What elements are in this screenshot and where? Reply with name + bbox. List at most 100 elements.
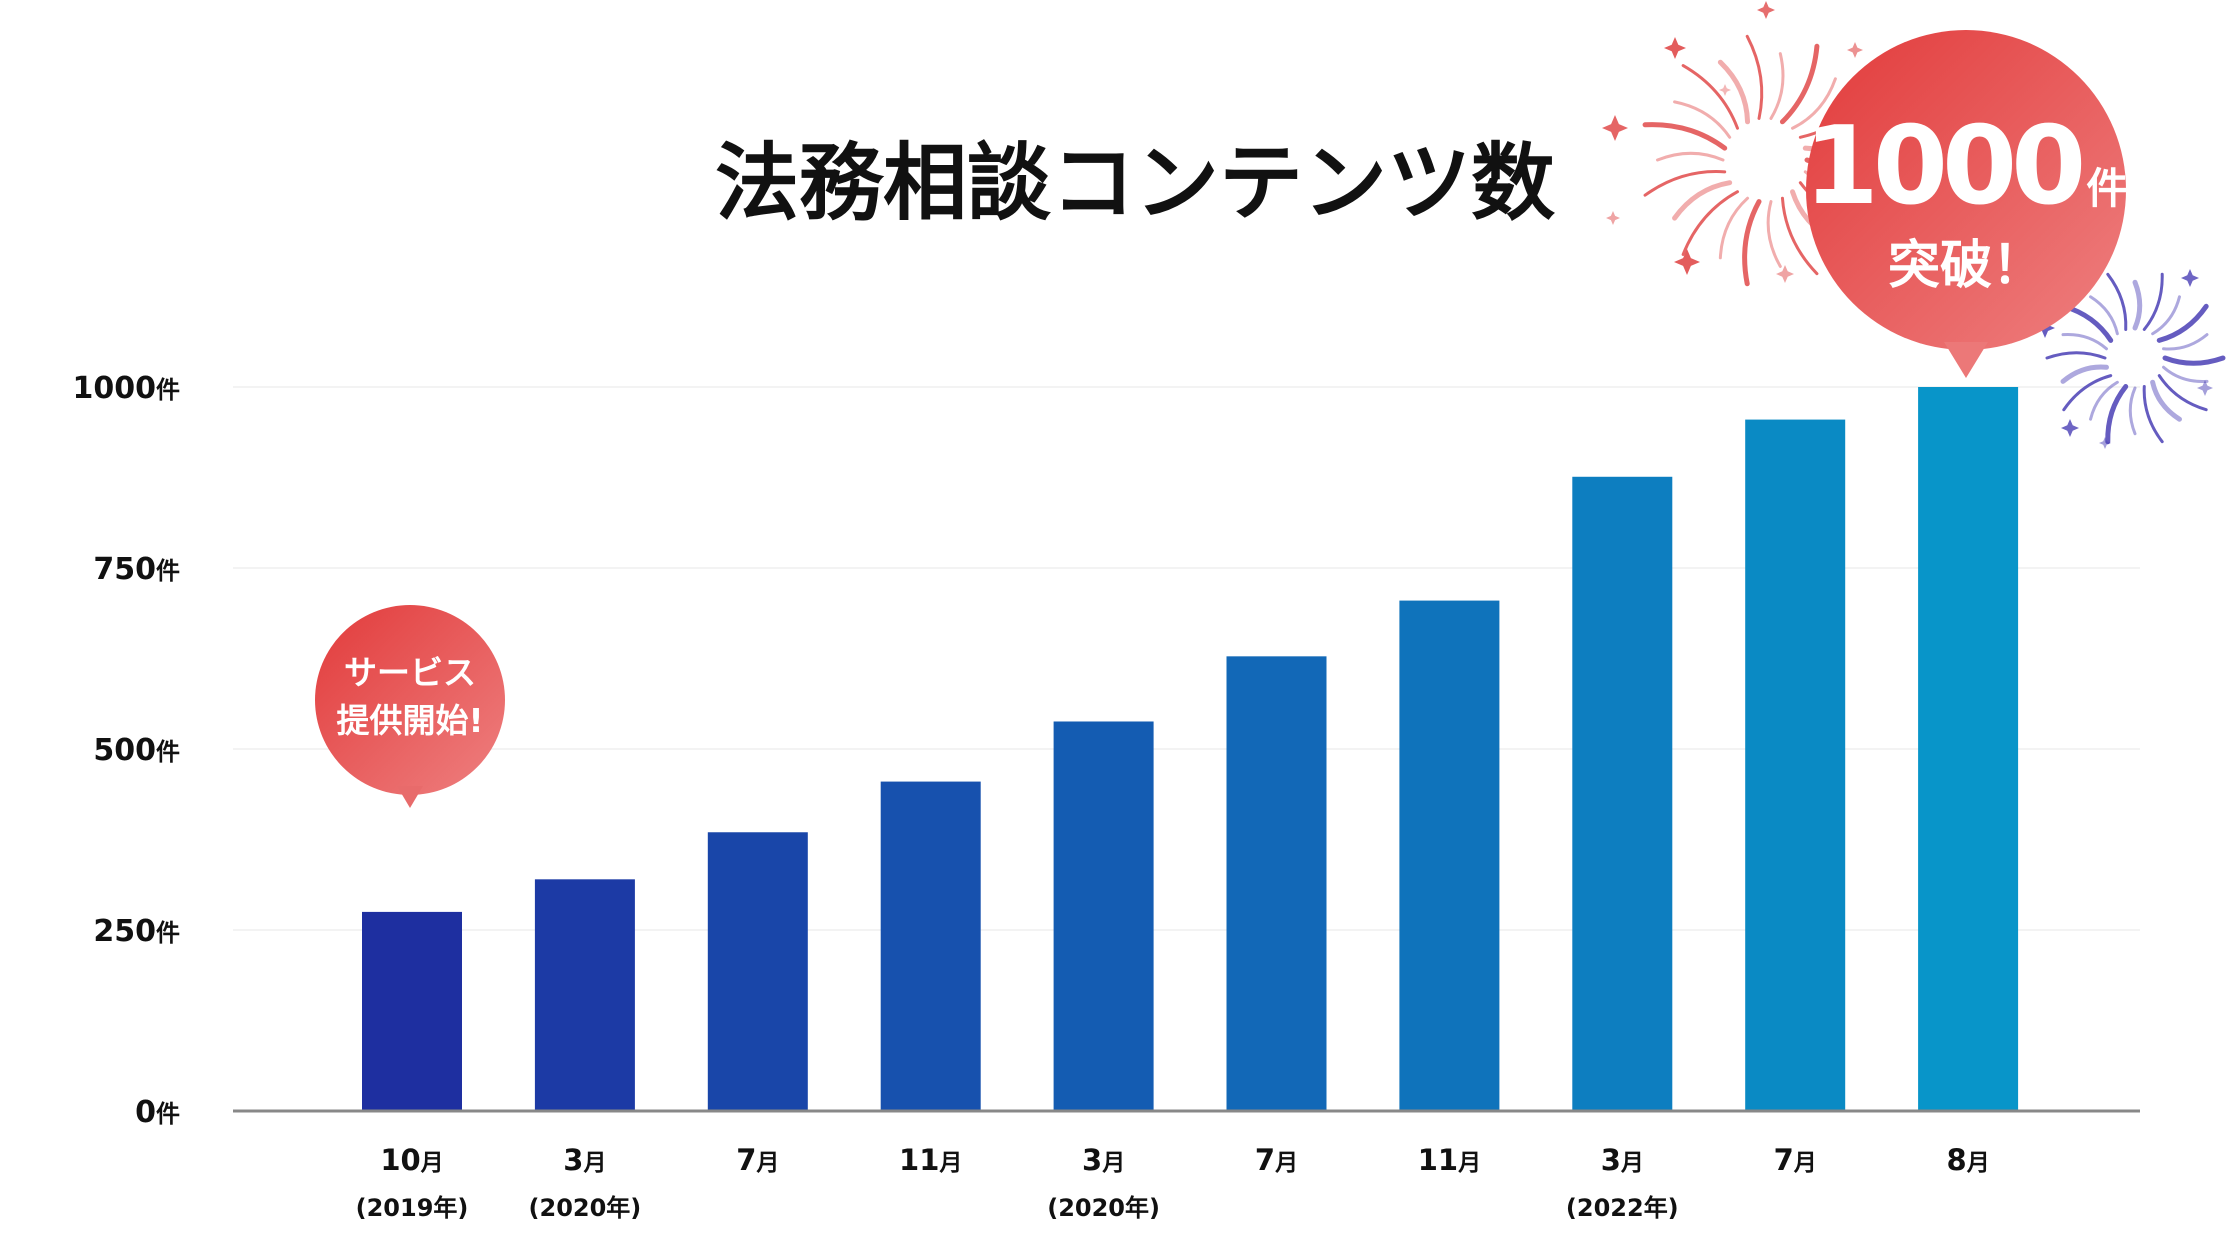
firework-spark: [1602, 115, 1628, 141]
milestone-bubble-pointer: [1944, 342, 1988, 378]
firework-ray: [1643, 170, 1727, 197]
x-tick-label: 11月: [899, 1143, 962, 1177]
bar: [1572, 476, 1673, 1111]
firework-ray: [1769, 52, 1785, 120]
firework-ray: [1656, 151, 1725, 162]
firework-spark: [2197, 380, 2213, 396]
x-tick-unit: 月: [755, 1150, 779, 1176]
x-tick-label: 3月: [1601, 1143, 1644, 1177]
service-start-bubble: サービス 提供開始!: [315, 605, 505, 808]
firework-ray: [1672, 180, 1733, 221]
x-tick-label: 7月: [736, 1143, 779, 1177]
firework-ray: [2060, 364, 2109, 384]
firework-spark: [1664, 37, 1686, 59]
x-tick-unit: 月: [1793, 1150, 1817, 1176]
firework-ray: [2157, 374, 2208, 412]
firework-ray: [1681, 190, 1739, 256]
y-tick-label: 0件: [135, 1095, 180, 1130]
firework-ray: [2061, 332, 2108, 351]
x-tick-unit: 月: [1101, 1150, 1125, 1176]
y-tick-unit: 件: [156, 738, 180, 766]
x-tick-unit: 月: [1966, 1150, 1990, 1176]
x-tick-label: 3月: [1082, 1143, 1125, 1177]
x-tick-value: 3: [1082, 1143, 1102, 1177]
y-tick-label: 1000件: [73, 371, 181, 406]
firework-ray: [1673, 100, 1732, 139]
firework-ray: [1717, 59, 1751, 125]
firework-ray: [2150, 379, 2182, 422]
bars-layer: [362, 387, 2019, 1112]
firework-ray: [2151, 295, 2181, 336]
grid-layer: [233, 386, 2140, 931]
firework-ray: [2045, 351, 2107, 360]
milestone-line2: 突破！: [1888, 236, 2044, 296]
y-tick-unit: 件: [156, 376, 180, 404]
milestone-unit: 件: [2086, 164, 2128, 213]
bar: [1226, 656, 1327, 1111]
firework-ray: [2062, 374, 2113, 412]
x-axis-ticks: 10月(2019年)3月(2020年)7月 11月 3月(2020年)7月 11月 3月…: [356, 1143, 1990, 1222]
y-tick-label: 250件: [93, 914, 180, 949]
firework-ray: [2156, 303, 2209, 343]
firework-ray: [1766, 200, 1782, 268]
x-tick-value: 7: [736, 1143, 756, 1177]
x-tick-value: 3: [563, 1143, 583, 1177]
x-tick-unit: 月: [1274, 1150, 1298, 1176]
bar: [1918, 387, 2019, 1111]
x-tick-value: 10: [380, 1143, 420, 1177]
bar: [534, 879, 635, 1111]
y-tick-value: 750: [93, 552, 156, 587]
x-tick-label: 11月: [1418, 1143, 1481, 1177]
firework-ray: [2162, 365, 2209, 384]
firework-spark: [2099, 437, 2111, 449]
x-tick-value: 8: [1947, 1143, 1967, 1177]
service-start-bubble-pointer: [397, 786, 423, 808]
x-tick-value: 11: [899, 1143, 939, 1177]
x-tick-label: 7月: [1774, 1143, 1817, 1177]
x-tick-sublabel: (2020年): [1047, 1194, 1160, 1222]
firework-spark: [1776, 265, 1794, 283]
y-tick-unit: 件: [156, 1100, 180, 1128]
x-tick-sublabel: (2020年): [529, 1194, 642, 1222]
bar: [707, 832, 808, 1111]
service-start-bubble-shape: [315, 605, 505, 795]
bar: [1399, 600, 1500, 1111]
firework-spark: [1674, 249, 1700, 275]
svg-text:1000件: 1000 件: [1804, 104, 2129, 229]
y-tick-value: 0: [135, 1095, 156, 1130]
x-tick-label: 3月: [563, 1143, 606, 1177]
x-tick-unit: 月: [582, 1150, 606, 1176]
milestone-number: 1000: [1804, 104, 2081, 229]
x-tick-label: 8月: [1947, 1143, 1990, 1177]
service-start-line2: 提供開始!: [336, 701, 483, 740]
bar: [1745, 419, 1846, 1112]
firework-ray: [1642, 122, 1728, 151]
firework-ray: [1791, 77, 1837, 130]
bar: [1053, 721, 1154, 1111]
x-tick-label: 7月: [1255, 1143, 1298, 1177]
milestone-bubble-shape: [1806, 30, 2126, 350]
chart-title: 法務相談コンテンツ数: [715, 134, 1555, 232]
firework-spark: [2181, 269, 2199, 287]
firework-spark: [1757, 1, 1775, 19]
y-tick-value: 250: [93, 914, 156, 949]
firework-ray: [2106, 272, 2128, 331]
x-tick-value: 11: [1418, 1143, 1458, 1177]
y-tick-value: 500: [93, 733, 156, 768]
x-tick-sublabel: (2022年): [1566, 1194, 1679, 1222]
service-start-line1: サービス: [344, 653, 476, 692]
firework-ray: [1745, 34, 1764, 120]
y-tick-unit: 件: [156, 919, 180, 947]
bar: [362, 911, 462, 1111]
x-tick-value: 7: [1774, 1143, 1794, 1177]
firework-ray: [1779, 43, 1820, 125]
bar: [880, 781, 981, 1111]
firework-ray: [1718, 196, 1750, 260]
firework-spark: [1606, 211, 1620, 225]
firework-ray: [2089, 380, 2119, 421]
x-tick-unit: 月: [1457, 1150, 1481, 1176]
x-tick-value: 3: [1601, 1143, 1621, 1177]
